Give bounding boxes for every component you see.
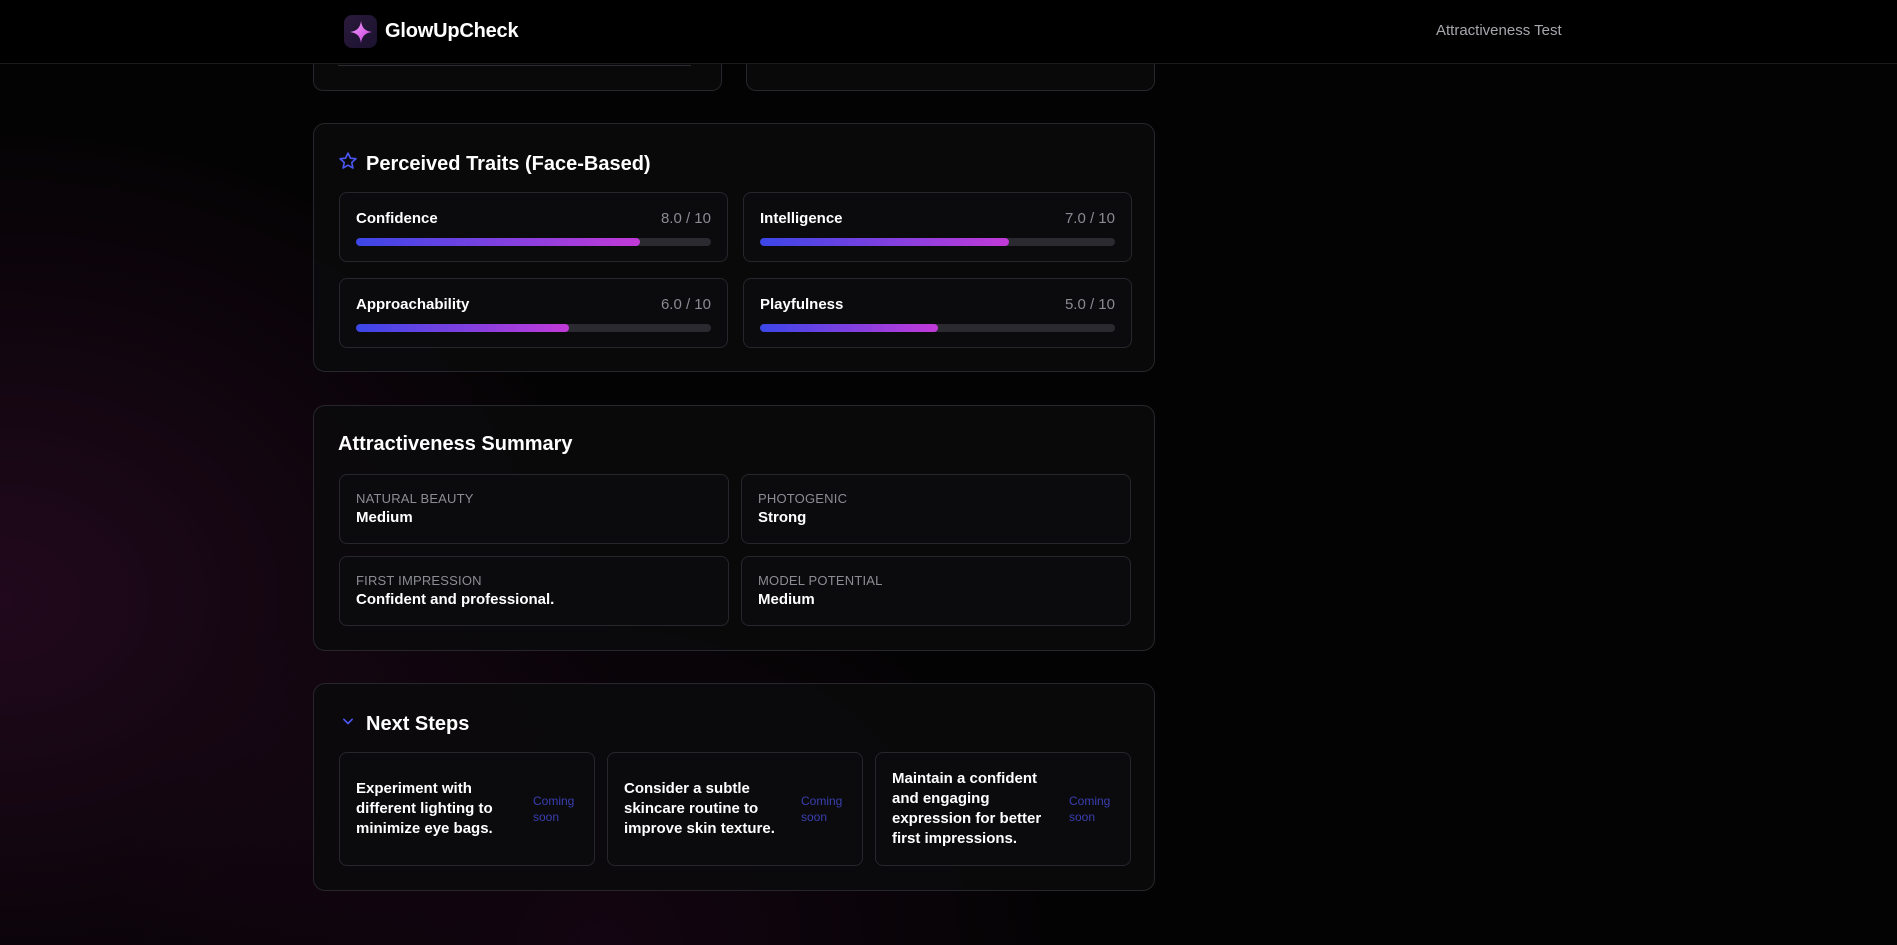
trait-progress-track [356, 238, 711, 246]
next-steps-title-text: Next Steps [366, 712, 470, 735]
trait-name: Playfulness [760, 296, 844, 313]
trait-progress-fill [356, 324, 569, 332]
next-step-text: Experiment with different lighting to mi… [356, 780, 493, 837]
chevron-down-icon[interactable] [338, 711, 358, 737]
trait-progress-fill [356, 238, 640, 246]
star-outline-icon [338, 151, 358, 177]
summary-natural-beauty: NATURAL BEAUTY Medium [339, 474, 729, 544]
trait-name: Intelligence [760, 210, 843, 227]
trait-progress-track [760, 238, 1115, 246]
perceived-traits-title: Perceived Traits (Face-Based) [338, 151, 651, 177]
summary-label: FIRST IMPRESSION [356, 573, 482, 588]
coming-soon-badge: Coming soon [533, 794, 575, 824]
attractiveness-summary-title: Attractiveness Summary [338, 433, 573, 455]
summary-value: Medium [758, 591, 815, 608]
trait-score: 7.0 / 10 [1064, 210, 1115, 227]
summary-label: NATURAL BEAUTY [356, 491, 474, 506]
trait-progress-track [356, 324, 711, 332]
trait-intelligence: Intelligence 7.0 / 10 [743, 192, 1132, 262]
summary-first-impression: FIRST IMPRESSION Confident and professio… [339, 556, 729, 626]
trait-name: Confidence [356, 210, 438, 227]
summary-label: MODEL POTENTIAL [758, 573, 883, 588]
summary-value: Strong [758, 509, 807, 526]
next-step-text: Consider a subtle skincare routine to im… [624, 780, 775, 837]
sparkle-icon [344, 15, 377, 48]
trait-approachability: Approachability 6.0 / 10 [339, 278, 728, 348]
summary-model-potential: MODEL POTENTIAL Medium [741, 556, 1131, 626]
coming-soon-badge: Coming soon [801, 794, 843, 824]
next-step-item: Experiment with different lighting to mi… [339, 752, 595, 866]
summary-photogenic: PHOTOGENIC Strong [741, 474, 1131, 544]
coming-soon-badge: Coming soon [1069, 794, 1111, 824]
summary-value: Medium [356, 509, 413, 526]
attractiveness-summary-card: Attractiveness Summary NATURAL BEAUTY Me… [313, 405, 1155, 651]
divider [338, 65, 691, 66]
trait-score: 6.0 / 10 [660, 296, 711, 313]
perceived-traits-card: Perceived Traits (Face-Based) Confidence… [313, 123, 1155, 372]
next-step-text: Maintain a confident and engaging expres… [892, 770, 1042, 847]
trait-score: 8.0 / 10 [660, 210, 711, 227]
brand[interactable]: GlowUpCheck [344, 15, 519, 48]
next-steps-card: Next Steps Experiment with different lig… [313, 683, 1155, 891]
perceived-traits-title-text: Perceived Traits (Face-Based) [366, 152, 651, 175]
trait-progress-track [760, 324, 1115, 332]
summary-value: Confident and professional. [356, 591, 555, 608]
nav-link-attractiveness-test[interactable]: Attractiveness Test [1436, 22, 1562, 39]
next-step-item: Consider a subtle skincare routine to im… [607, 752, 863, 866]
trait-playfulness: Playfulness 5.0 / 10 [743, 278, 1132, 348]
trait-confidence: Confidence 8.0 / 10 [339, 192, 728, 262]
trait-score: 5.0 / 10 [1064, 296, 1115, 313]
next-steps-title[interactable]: Next Steps [338, 711, 469, 737]
trait-progress-fill [760, 238, 1009, 246]
summary-label: PHOTOGENIC [758, 491, 848, 506]
trait-progress-fill [760, 324, 938, 332]
brand-name: GlowUpCheck [385, 20, 519, 42]
top-nav-bar: GlowUpCheck Attractiveness Test [0, 0, 1897, 64]
trait-name: Approachability [356, 296, 470, 313]
next-step-item: Maintain a confident and engaging expres… [875, 752, 1131, 866]
